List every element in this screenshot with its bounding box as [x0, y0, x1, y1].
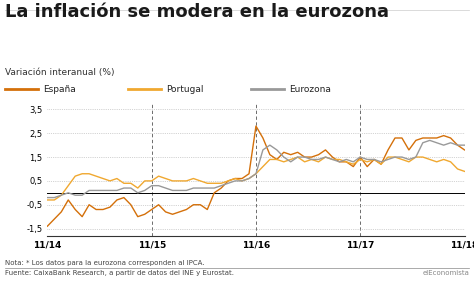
- Text: Fuente: CaixaBank Research, a partir de datos del INE y Eurostat.: Fuente: CaixaBank Research, a partir de …: [5, 270, 234, 276]
- Text: Nota: * Los datos para la eurozona corresponden al IPCA.: Nota: * Los datos para la eurozona corre…: [5, 260, 204, 266]
- Text: Portugal: Portugal: [166, 85, 203, 94]
- Text: La inflación se modera en la eurozona: La inflación se modera en la eurozona: [5, 3, 389, 21]
- Text: Variación interanual (%): Variación interanual (%): [5, 68, 114, 77]
- Text: Eurozona: Eurozona: [289, 85, 331, 94]
- Text: España: España: [43, 85, 75, 94]
- Text: elEconomista: elEconomista: [422, 270, 469, 276]
